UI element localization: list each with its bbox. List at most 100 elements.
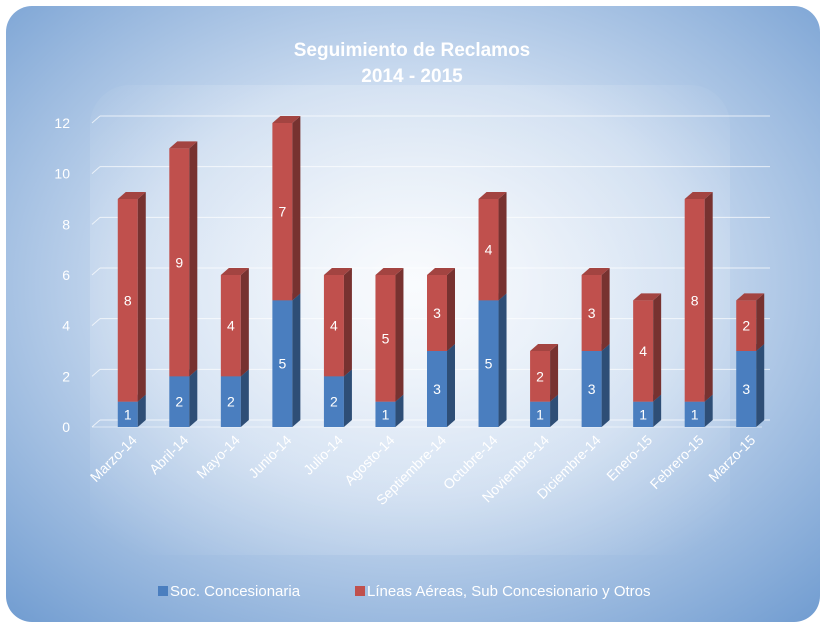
y-tick-label: 2 [62,368,70,384]
y-axis: 0 2 4 6 8 10 12 [54,115,70,435]
data-label: 8 [124,292,132,308]
bar-lineas-aereas [427,275,447,351]
bar-side [550,344,559,402]
bar-soc-concesionaria [323,376,344,427]
bar-top [220,268,249,275]
bar-lineas-aereas [117,199,138,402]
bar-top [117,192,146,199]
bar-top [272,116,301,123]
bar-side [189,141,198,377]
bar-side [756,344,765,427]
bar-top [530,344,559,351]
bar-side [395,268,404,402]
bar-side [343,268,352,377]
data-label: 3 [588,381,596,397]
bar-side [447,268,455,351]
bar-top [581,268,610,275]
bar-side [756,293,765,351]
bar-lineas-aereas [684,199,705,402]
legend-label: Soc. Concesionaria [170,583,301,600]
bar-side [550,394,559,427]
data-label: 4 [227,318,235,334]
bar-lineas-aereas [220,275,241,377]
gridline-depth [91,368,101,377]
data-label: 4 [485,242,493,258]
bar-side [653,293,662,402]
bar-side [601,268,610,351]
data-label: 5 [485,356,493,372]
bar-lineas-aereas [581,275,602,351]
bar-soc-concesionaria [684,401,705,427]
bar-top [633,293,662,301]
bar-top [169,141,198,149]
data-label: 1 [382,406,390,422]
plot-glow [90,85,730,555]
bar-lineas-aereas [633,300,654,402]
bar-lineas-aereas [375,275,396,402]
bar-side [704,394,713,427]
data-label: 1 [124,406,132,422]
legend: Soc. Concesionaria Líneas Aéreas, Sub Con… [158,583,651,600]
chart-title: Seguimiento de Reclamos [294,40,531,61]
bar-top [478,192,507,199]
bar-soc-concesionaria [633,401,654,427]
bar-soc-concesionaria [220,376,241,427]
legend-label: Líneas Aéreas, Sub Concesionario y Otros [367,583,651,600]
bar-lineas-aereas [323,275,344,377]
bar-lineas-aereas [478,199,499,301]
bar-side [601,344,610,427]
bar-top [323,268,352,275]
data-label: 2 [742,318,750,334]
bar-side [395,394,404,427]
data-label: 2 [175,394,183,410]
bar-lineas-aereas [530,351,551,402]
gridline-depth [91,267,101,276]
y-tick-label: 0 [62,419,70,435]
bar-soc-concesionaria [117,401,138,427]
data-label: 2 [227,394,235,410]
data-label: 4 [330,318,338,334]
data-label: 5 [382,330,390,346]
gridline-depth [91,419,101,428]
data-label: 5 [278,356,286,372]
bar-lineas-aereas [169,148,190,377]
bar-soc-concesionaria [427,351,447,427]
legend-swatch [355,586,365,596]
data-label: 9 [175,254,183,270]
bar-top [375,268,404,275]
bar-side [343,369,352,427]
bar-lineas-aereas [736,300,757,351]
data-label: 8 [691,292,699,308]
bar-side [292,293,301,427]
data-label: 3 [588,305,596,321]
bar-top [684,192,713,199]
gridline-depth [91,115,101,124]
data-label: 3 [742,381,750,397]
bar-side [137,394,146,427]
data-label: 1 [691,406,699,422]
bar-soc-concesionaria [530,401,551,427]
bar-side [292,116,301,301]
y-tick-label: 4 [62,318,70,334]
y-tick-label: 8 [62,216,70,232]
data-label: 4 [639,343,647,359]
bar-soc-concesionaria [375,401,396,427]
chart-subtitle: 2014 - 2015 [361,66,463,87]
bar-side [498,293,507,427]
bar-top [427,268,455,275]
gridline-depth [91,166,101,175]
data-label: 3 [433,381,441,397]
bar-side [498,192,507,301]
bar-side [704,192,713,402]
y-tick-label: 6 [62,267,70,283]
y-tick-label: 10 [54,166,70,182]
bar-side [447,344,455,427]
bar-side [240,369,249,427]
bars: 1 8 2 9 2 4 5 7 2 4 1 5 3 3 5 4 1 2 3 3 1 4 1 8 3 2 [117,116,765,427]
data-label: 3 [433,305,441,321]
bar-side [653,394,662,427]
data-label: 7 [278,204,286,220]
data-label: 2 [330,394,338,410]
